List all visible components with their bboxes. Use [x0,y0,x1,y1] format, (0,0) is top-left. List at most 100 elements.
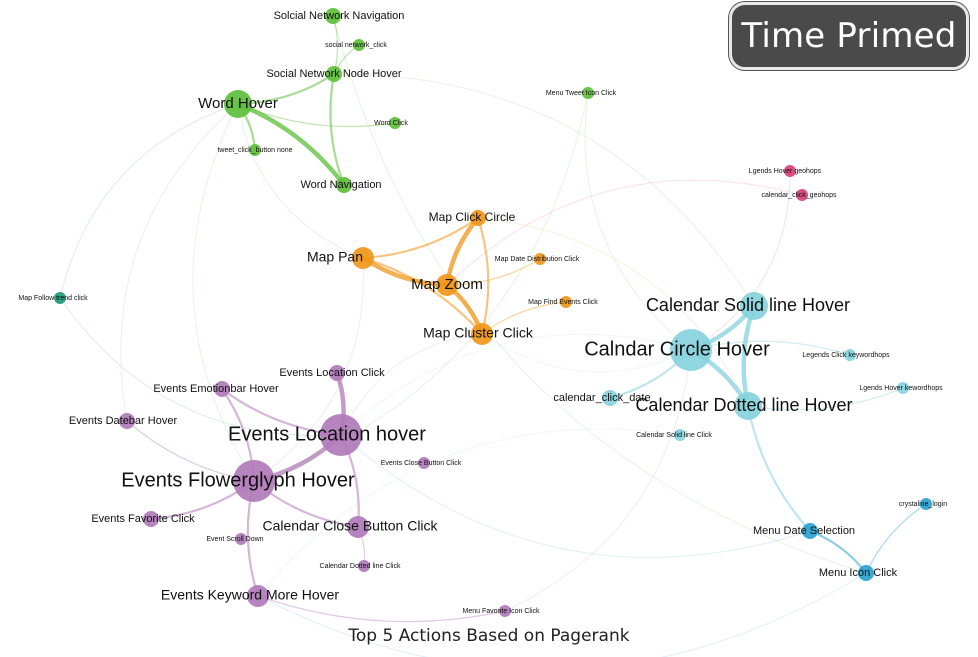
edge-calendar-circle-hover-to-map-cluster-click [481,333,692,373]
node-label-calendar-click-date: calendar_click_date [553,392,650,404]
node-menu-icon-click [858,565,874,581]
edge-word-hover-to-word-navigation [235,101,347,188]
node-map-cluster-click [471,323,493,345]
node-label-word-click: Word Click [374,120,408,127]
graph-caption: Top 5 Actions Based on Pagerank [348,626,630,646]
node-calendar-close-button-click [347,516,369,538]
node-label-map-pan: Map Pan [307,249,363,265]
edge-word-click-to-word-hover [237,103,396,128]
node-map-pan [352,247,374,269]
node-social-network-node-hover [326,66,342,82]
node-calendar-click-date [602,390,618,406]
edge-calendar-dotted-line-hover-to-menu-date-selection [746,404,812,533]
edge-map-follow-trend-click-to-word-hover [59,103,239,299]
node-menu-tweet-icon-click [582,87,594,99]
node-label-crystalline-login: crystaline_login [899,501,947,508]
node-label-event-scroll-down: Event Scroll Down [206,536,263,543]
node-word-hover [224,90,252,118]
node-event-scroll-down [235,533,247,545]
node-label-menu-icon-click: Menu Icon Click [819,567,898,579]
node-menu-date-selection [802,523,818,539]
node-label-events-flowerglyph-hover: Events Flowerglyph Hover [121,469,355,491]
edge-calendar-circle-hover-to-events-location-hover [340,333,692,436]
node-events-location-click [329,365,345,381]
node-label-events-close-button-click: Events Close Button Click [381,460,462,467]
node-label-word-navigation: Word Navigation [300,179,381,191]
node-crystalline-login [920,498,932,510]
node-label-legends-hover-keywordhops: Lgends Hover kewordhops [859,385,943,392]
node-label-calendar-circle-hover: Calndar Circle Hover [584,338,770,360]
edge-word-hover-to-map-pan [237,103,364,259]
node-map-find-events-click [560,296,572,308]
edge-events-keyword-more-hover-to-menu-favorite-icon-click [257,595,506,623]
condition-badge-label: Time Primed [741,16,957,56]
node-label-calendar-solid-line-click: Calendar Solid line Click [636,432,712,439]
node-map-click-circle [470,210,486,226]
node-label-events-location-click: Events Location Click [279,367,385,379]
edge-menu-favorite-icon-click-to-calendar-circle-hover [504,349,692,612]
node-word-navigation [336,177,352,193]
node-word-click [389,117,401,129]
node-label-calendar-solid-line-hover: Calendar Solid line Hover [646,295,850,315]
node-label-map-zoom: Map Zoom [411,276,483,293]
node-label-events-keyword-more-hover: Events Keyword More Hover [161,587,340,603]
node-events-favorite-click [143,511,159,527]
edge-map-pan-to-map-cluster-click [361,256,484,336]
node-label-tweet-click-button: tweet_click_button none [217,147,292,154]
node-label-events-emotionbar-hover: Events Emotionbar Hover [153,383,279,395]
edge-calendar-click-geohops-to-map-zoom [446,179,803,286]
node-legends-hover-keywordhops [897,382,909,394]
edge-map-click-circle-to-calendar-dotted-line-hover [477,217,749,407]
node-label-events-favorite-click: Events Favorite Click [91,513,195,525]
node-label-legends-hover-geohops: Lgends Hover geohops [749,168,822,175]
node-calendar-solid-line-click [674,429,686,441]
node-label-calendar-dotted-line-click: Calendar Dotted line Click [320,563,401,570]
node-label-map-cluster-click: Map Cluster Click [423,325,534,341]
edge-word-hover-to-events-flowerglyph-hover [192,103,255,482]
node-legends-hover-geohops [784,165,796,177]
label-layer: Solcial Network Navigation social network… [18,10,947,615]
edge-map-follow-trend-click-to-events-location-hover [59,297,342,437]
node-label-events-datebar-hover: Events Datebar Hover [69,415,178,427]
edge-legends-hover-geohops-to-calendar-circle-hover [690,170,791,351]
edge-events-flowerglyph-hover-to-map-pan [253,257,365,482]
node-label-calendar-close-button-click: Calendar Close Button Click [262,518,438,534]
node-social-network-click [353,39,365,51]
node-label-menu-date-selection: Menu Date Selection [753,525,855,537]
node-calendar-dotted-line-click [358,560,370,572]
node-label-legends-click-keywordhops: Legends Click keywordhops [802,352,890,359]
node-label-map-find-events-click: Map Find Events Click [528,299,598,306]
node-events-emotionbar-hover [214,381,230,397]
node-map-follow-trend-click [54,292,66,304]
node-label-map-date-distribution-click: Map Date Distribution Click [495,256,580,263]
node-label-map-click-circle: Map Click Circle [429,210,516,224]
edge-events-datebar-hover-to-word-hover [120,103,239,422]
condition-badge: Time Primed [729,2,969,70]
node-events-datebar-hover [119,413,135,429]
edge-social-network-node-hover-to-calendar-solid-line-hover [333,73,755,307]
node-label-social-network-click: social network_click [325,42,387,49]
node-label-calendar-click-geohops: calendar_click_geohops [761,192,837,199]
node-map-zoom [436,274,458,296]
node-label-events-location-hover: Events Location hover [228,423,426,445]
node-calendar-circle-hover [670,329,712,371]
edge-menu-tweet-icon-click-to-calendar-circle-hover [584,92,692,351]
edge-events-location-hover-to-map-cluster-click [340,333,483,436]
node-label-social-network-navigation: Solcial Network Navigation [274,10,405,22]
edge-calendar-dotted-line-hover-to-legends-hover-keywordhops [747,387,904,411]
node-events-keyword-more-hover [247,585,269,607]
node-label-map-follow-trend-click: Map Follow trend click [18,295,88,302]
edge-social-network-node-hover-to-word-navigation [329,72,346,187]
node-map-date-distribution-click [534,253,546,265]
edge-crystalline-login-to-menu-icon-click [865,503,927,574]
node-calendar-solid-line-hover [740,292,768,320]
node-label-menu-favorite-icon-click: Menu Favorite Icon Click [462,608,540,615]
edge-map-pan-to-map-click-circle [361,216,480,260]
node-social-network-navigation [325,8,341,24]
edge-social-network-navigation-to-menu-icon-click [332,15,867,574]
node-layer [54,8,932,617]
node-events-close-button-click [418,457,430,469]
edge-menu-date-selection-to-events-location-hover [340,434,811,558]
node-legends-click-keywordhops [844,349,856,361]
